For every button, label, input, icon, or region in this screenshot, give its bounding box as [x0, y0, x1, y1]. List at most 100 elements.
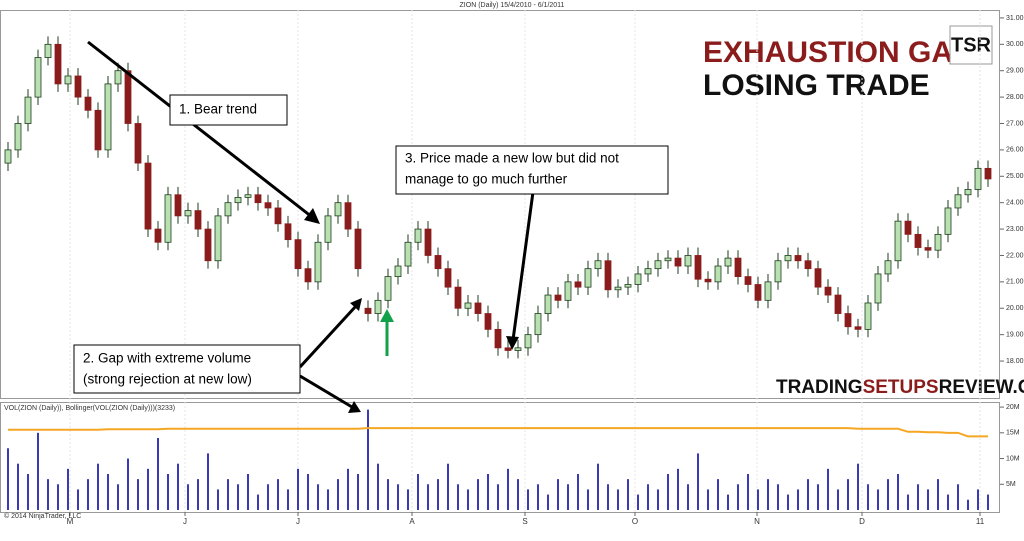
annotation: 1. Bear trend: [169, 94, 288, 126]
website-part: SETUPS: [863, 377, 939, 398]
candle-body: [674, 257, 682, 267]
candle-body: [834, 294, 842, 314]
volume-bar: [757, 489, 759, 510]
volume-bar: [337, 479, 339, 510]
copyright: © 2014 NinjaTrader, LLC: [4, 512, 81, 520]
y-tick-label: 21.00: [1006, 279, 1024, 286]
candle-body: [4, 149, 12, 164]
candle-body: [634, 273, 642, 285]
logo-box: [949, 25, 993, 65]
volume-bar: [407, 489, 409, 510]
y-tick-label: 28.00: [1006, 94, 1024, 101]
volume-bar: [347, 468, 349, 510]
volume-bar: [857, 463, 859, 510]
volume-bar: [327, 489, 329, 510]
candle-body: [334, 202, 342, 217]
candle-body: [24, 96, 32, 124]
candle-body: [874, 273, 882, 304]
y-tick-label: 10M: [1006, 455, 1020, 462]
candle-body: [564, 281, 572, 301]
candle-body: [64, 75, 72, 85]
candle-body: [304, 268, 312, 283]
candle-body: [764, 281, 772, 301]
volume-bar: [127, 458, 129, 510]
y-tick-label: 20M: [1006, 404, 1020, 411]
volume-bar: [517, 479, 519, 510]
logo: TSR: [951, 34, 992, 56]
x-tick-label: D: [859, 517, 865, 526]
candle-body: [494, 328, 502, 349]
volume-bar: [427, 484, 429, 510]
x-tick-label: J: [183, 517, 187, 526]
volume-bar: [767, 479, 769, 510]
volume-bar: [647, 484, 649, 510]
candle-body: [44, 43, 52, 58]
arrowhead: [348, 401, 361, 413]
x-tick-label: M: [67, 517, 74, 526]
website-part: TRADING: [776, 377, 863, 398]
volume-bar: [277, 479, 279, 510]
volume-bar: [837, 489, 839, 510]
candle-body: [374, 299, 382, 314]
volume-bar: [357, 473, 359, 510]
candle-body: [254, 194, 262, 204]
volume-bar: [77, 489, 79, 510]
candle-body: [604, 260, 612, 291]
candle-body: [424, 228, 432, 256]
volume-title: VOL(ZION (Daily)), Bollinger(VOL(ZION (D…: [4, 405, 175, 412]
y-tick-label: 24.00: [1006, 200, 1024, 207]
candle-body: [344, 202, 352, 230]
volume-bar: [887, 479, 889, 510]
volume-bar: [17, 463, 19, 510]
candle-body: [594, 260, 602, 270]
candle-body: [774, 260, 782, 283]
volume-bar: [687, 484, 689, 510]
x-tick-label: 11: [976, 517, 985, 526]
volume-bar: [507, 468, 509, 510]
y-tick-label: 20.00: [1006, 305, 1024, 312]
candle-body: [534, 313, 542, 336]
volume-bar: [207, 453, 209, 510]
candle-body: [574, 281, 582, 288]
volume-bar: [657, 489, 659, 510]
candle-body: [924, 247, 932, 251]
candle-body: [274, 207, 282, 225]
annotation-text: 3. Price made a new low but did not: [405, 151, 619, 166]
volume-bar: [637, 494, 639, 510]
arrow: [298, 304, 358, 369]
candle-body: [444, 268, 452, 288]
candle-body: [144, 162, 152, 230]
candle-body: [784, 255, 792, 262]
volume-bar: [537, 484, 539, 510]
annotation-text: 1. Bear trend: [179, 102, 257, 117]
volume-bar: [37, 432, 39, 510]
candle-body: [584, 268, 592, 288]
y-tick-label: 5M: [1006, 481, 1016, 488]
volume-bar: [87, 479, 89, 510]
chart-title: ZION (Daily) 15/4/2010 - 6/1/2011: [460, 2, 565, 9]
website: TRADINGSETUPSREVIEW.COM: [776, 377, 1024, 398]
annotation-box: [73, 344, 301, 394]
candle-body: [164, 194, 172, 243]
volume-bar: [417, 473, 419, 510]
candle-body: [214, 215, 222, 262]
x-tick-label: N: [754, 517, 760, 526]
y-tick-label: 22.00: [1006, 252, 1024, 259]
volume-bar: [397, 484, 399, 510]
candle-body: [814, 268, 822, 288]
headline: EXHAUSTION GAP: [703, 36, 973, 69]
candle-body: [704, 278, 712, 283]
volume-bar: [987, 494, 989, 510]
volume-bar: [257, 494, 259, 510]
volume-bar: [287, 489, 289, 510]
volume-bar: [557, 479, 559, 510]
y-tick-label: 25.00: [1006, 173, 1024, 180]
candle-body: [854, 326, 862, 330]
candle-body: [794, 255, 802, 262]
volume-bar: [947, 494, 949, 510]
volume-bar: [597, 463, 599, 510]
x-tick-label: A: [409, 517, 415, 526]
volume-bar: [227, 479, 229, 510]
candle-body: [694, 255, 702, 280]
